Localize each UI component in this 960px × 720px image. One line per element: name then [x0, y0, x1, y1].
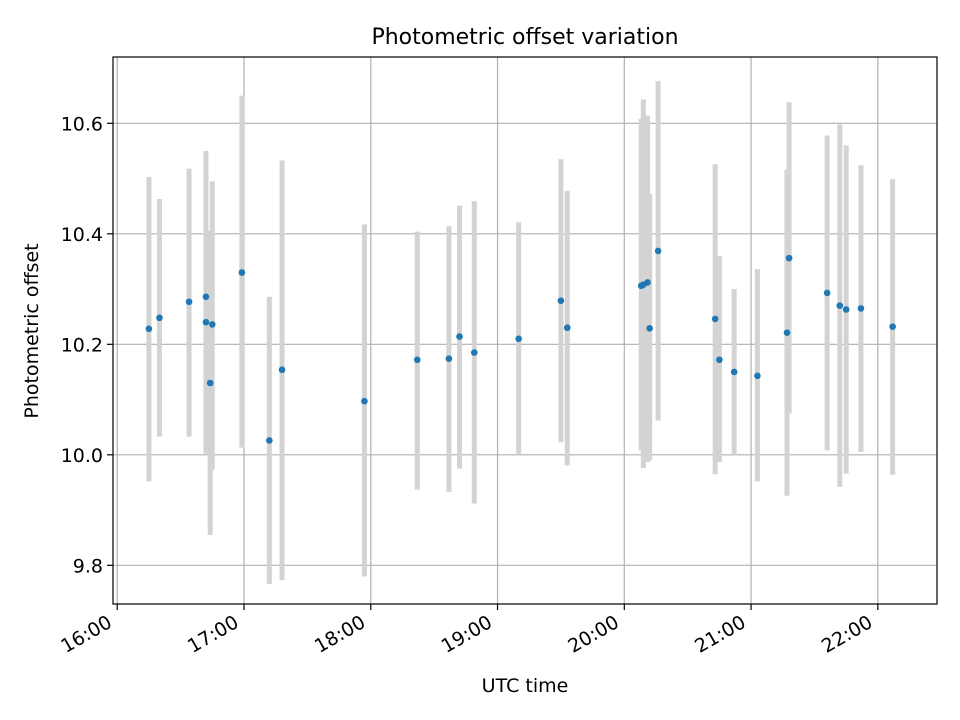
data-point [202, 293, 210, 301]
data-point [156, 314, 163, 322]
data-point [857, 305, 865, 312]
data-point [515, 335, 522, 343]
data-point [145, 325, 153, 333]
data-point [823, 289, 831, 297]
data-point [716, 356, 723, 364]
data-point [206, 379, 214, 387]
data-points [145, 247, 896, 444]
data-point [836, 302, 844, 309]
data-point [654, 247, 662, 255]
chart-title: Photometric offset variation [371, 25, 678, 50]
plot-frame [112, 56, 938, 605]
data-point [202, 318, 210, 326]
data-point [361, 397, 368, 405]
x-axis-label: UTC time [482, 675, 569, 697]
data-point [445, 355, 453, 362]
y-tick-label: 9.8 [73, 555, 103, 577]
data-point [209, 321, 216, 328]
data-point [646, 324, 653, 332]
data-point [754, 372, 761, 380]
data-point [470, 349, 478, 356]
y-axis-ticks: 9.8 10.0 10.2 10.4 10.6 [61, 113, 113, 577]
data-point [842, 306, 850, 313]
data-point [644, 279, 651, 286]
data-point [783, 329, 791, 337]
data-point [266, 437, 273, 444]
data-point [557, 297, 565, 304]
y-tick-label: 10.6 [61, 113, 103, 135]
y-axis-label: Photometric offset [21, 243, 43, 418]
data-point [238, 269, 246, 276]
y-tick-label: 10.0 [61, 445, 103, 467]
data-point [563, 324, 571, 332]
data-point [456, 333, 463, 340]
data-point [711, 315, 719, 323]
y-tick-label: 10.2 [61, 334, 103, 356]
y-tick-label: 10.4 [61, 224, 103, 246]
data-point [785, 254, 793, 262]
data-point [413, 356, 421, 364]
data-point [278, 366, 286, 374]
data-point [730, 368, 738, 376]
data-point [185, 298, 193, 306]
data-point [889, 323, 896, 330]
